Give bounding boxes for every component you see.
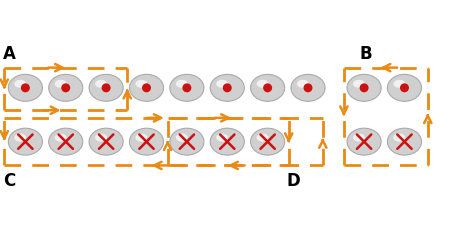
Circle shape [21,83,30,92]
Ellipse shape [387,74,421,101]
Ellipse shape [95,80,107,88]
Text: C: C [3,172,16,190]
Ellipse shape [216,134,228,142]
Circle shape [142,83,151,92]
Ellipse shape [257,80,269,88]
Ellipse shape [129,74,163,101]
Circle shape [359,83,369,92]
Ellipse shape [8,74,42,101]
Circle shape [263,83,272,92]
Ellipse shape [251,74,285,101]
Ellipse shape [55,134,67,142]
Ellipse shape [8,128,42,155]
Ellipse shape [210,128,244,155]
Circle shape [61,83,70,92]
Text: D: D [286,172,300,190]
Text: A: A [3,45,16,63]
Circle shape [223,83,232,92]
Ellipse shape [135,134,147,142]
Ellipse shape [14,80,26,88]
Ellipse shape [49,74,83,101]
Ellipse shape [393,134,405,142]
Ellipse shape [95,134,107,142]
Ellipse shape [251,128,285,155]
Ellipse shape [353,80,365,88]
Ellipse shape [170,74,204,101]
Ellipse shape [176,134,188,142]
Ellipse shape [216,80,228,88]
Ellipse shape [347,74,381,101]
Circle shape [303,83,313,92]
Ellipse shape [210,74,244,101]
Circle shape [101,83,111,92]
Ellipse shape [14,134,26,142]
Ellipse shape [347,128,381,155]
Ellipse shape [49,128,83,155]
Ellipse shape [89,128,123,155]
Ellipse shape [291,74,325,101]
Circle shape [400,83,409,92]
Ellipse shape [176,80,188,88]
Ellipse shape [387,128,421,155]
Ellipse shape [257,134,269,142]
Ellipse shape [297,80,309,88]
Ellipse shape [353,134,365,142]
Ellipse shape [170,128,204,155]
Ellipse shape [129,128,163,155]
Text: B: B [359,45,372,63]
Ellipse shape [55,80,67,88]
Ellipse shape [89,74,123,101]
Ellipse shape [393,80,405,88]
Circle shape [182,83,191,92]
Ellipse shape [135,80,147,88]
